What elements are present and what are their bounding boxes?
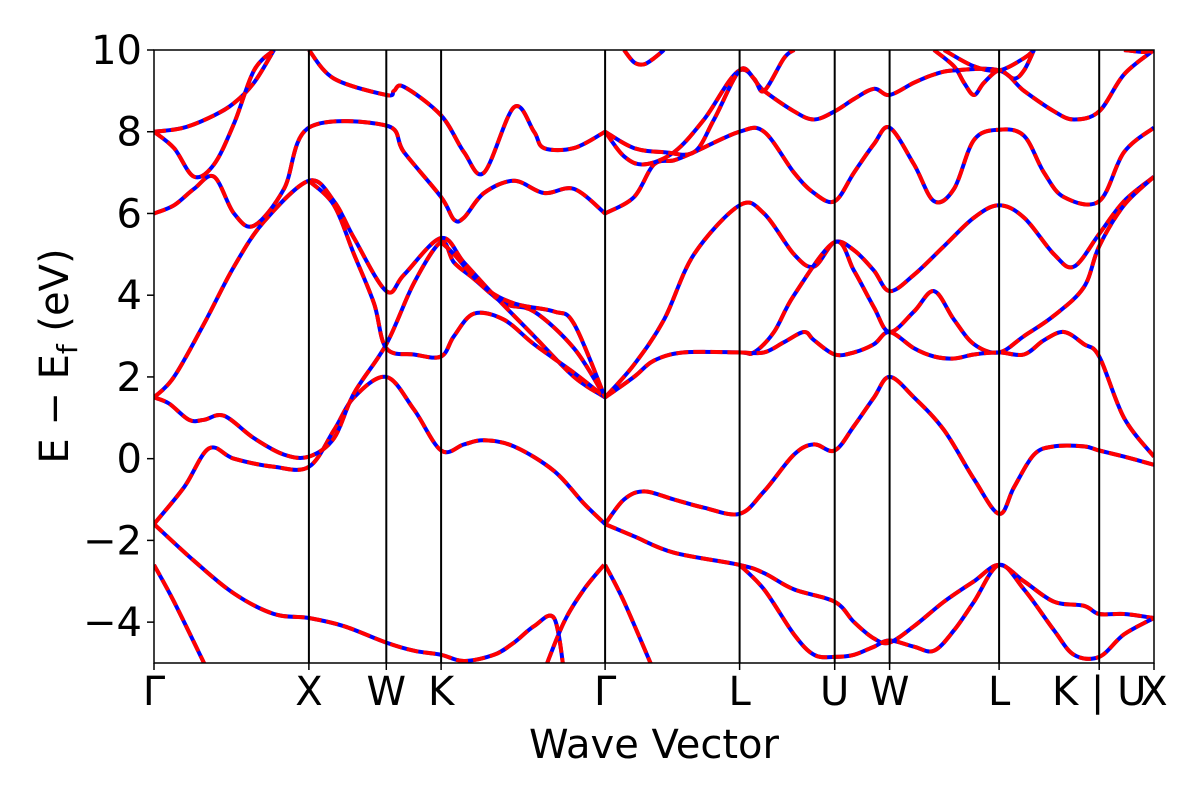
y-axis-title-subscript: f xyxy=(51,343,84,354)
band-18-red-dashed xyxy=(603,563,653,663)
band-14-red-dashed xyxy=(739,329,1154,458)
x-tick-label: K | U xyxy=(1052,669,1146,715)
band-14-blue xyxy=(739,329,1154,458)
band-15-blue xyxy=(603,374,1154,526)
plot-frame xyxy=(153,49,1155,664)
band-12-red-dashed xyxy=(603,175,1154,399)
band-lines xyxy=(154,50,1154,663)
x-tick-label: W xyxy=(367,669,407,715)
band-2-blue xyxy=(154,522,565,663)
y-tick-label: 0 xyxy=(117,437,142,483)
band-24-red-dashed xyxy=(932,50,1036,98)
band-5-red-dashed xyxy=(154,178,607,400)
band-11-red-dashed xyxy=(439,240,607,399)
y-tick-label: −2 xyxy=(83,518,142,564)
band-13-blue xyxy=(603,175,1154,400)
band-16-red-dashed xyxy=(604,522,1154,646)
x-tick-label: L xyxy=(988,669,1011,715)
band-3-red-dashed xyxy=(154,374,607,526)
band-15-red-dashed xyxy=(603,374,1154,526)
x-tick-label: Γ xyxy=(143,669,166,715)
x-tick-label: X xyxy=(1140,669,1167,715)
band-22-blue xyxy=(604,50,796,157)
y-axis-title-main: E − E xyxy=(32,354,78,464)
band-2-red-dashed xyxy=(154,522,565,663)
band-4-blue xyxy=(154,239,607,460)
band-6-blue xyxy=(307,179,607,399)
band-10-red-dashed xyxy=(307,50,607,177)
x-tick-label: Γ xyxy=(594,669,617,715)
band-9-red-dashed xyxy=(154,50,276,180)
x-tick-label: L xyxy=(728,669,751,715)
band-8-red-dashed xyxy=(154,50,276,134)
y-tick-label: 10 xyxy=(91,28,142,74)
band-23-red-dashed xyxy=(622,50,666,67)
y-tick-label: −4 xyxy=(83,600,142,646)
x-tick-label: U xyxy=(820,669,849,715)
high-symmetry-lines xyxy=(307,50,1101,663)
band-17-blue xyxy=(545,563,606,663)
band-21-red-dashed xyxy=(603,50,1154,167)
y-tick-label: 8 xyxy=(117,110,142,156)
band-4-red-dashed xyxy=(154,239,607,460)
y-tick-label: 6 xyxy=(117,191,142,237)
y-tick-label: 4 xyxy=(117,273,142,319)
x-tick-label: X xyxy=(295,669,322,715)
band-19-red-dashed xyxy=(738,562,1154,661)
band-8-blue xyxy=(154,50,276,134)
y-axis-title: E − Ef (eV) xyxy=(32,248,84,463)
band-13-red-dashed xyxy=(603,175,1154,400)
x-tick-label: W xyxy=(870,669,910,715)
y-tick-label: 2 xyxy=(117,355,142,401)
band-16-blue xyxy=(604,522,1154,646)
x-tick-label: K xyxy=(428,669,456,715)
band-12-blue xyxy=(603,175,1154,399)
band-22-red-dashed xyxy=(604,50,796,157)
band-21-blue xyxy=(603,50,1154,167)
band-7-red-dashed xyxy=(154,119,607,229)
y-axis-title-unit: (eV) xyxy=(32,248,78,344)
x-axis-title: Wave Vector xyxy=(529,722,780,768)
band-1-red-dashed xyxy=(154,563,207,663)
band-10-blue xyxy=(307,50,607,177)
y-axis-ticks: −4 −2 0 2 4 6 8 10 xyxy=(83,28,154,646)
